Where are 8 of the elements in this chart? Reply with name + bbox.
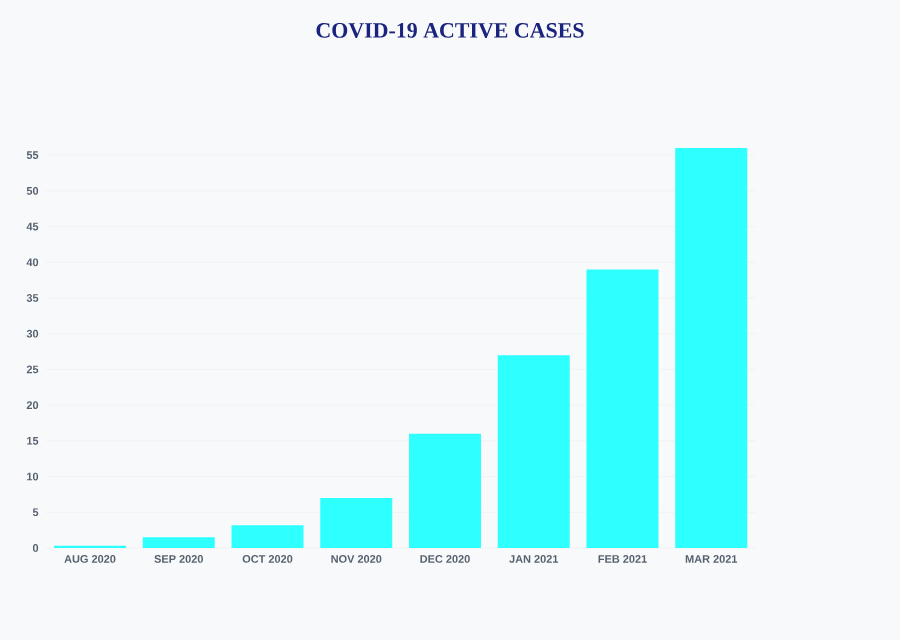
bar	[409, 433, 481, 548]
bar	[497, 355, 570, 548]
bar	[142, 537, 215, 548]
bar	[231, 525, 304, 548]
bar	[675, 148, 748, 548]
chart-title: COVID-19 ACTIVE CASES	[316, 23, 584, 38]
bar	[320, 498, 393, 548]
bar	[586, 269, 659, 548]
